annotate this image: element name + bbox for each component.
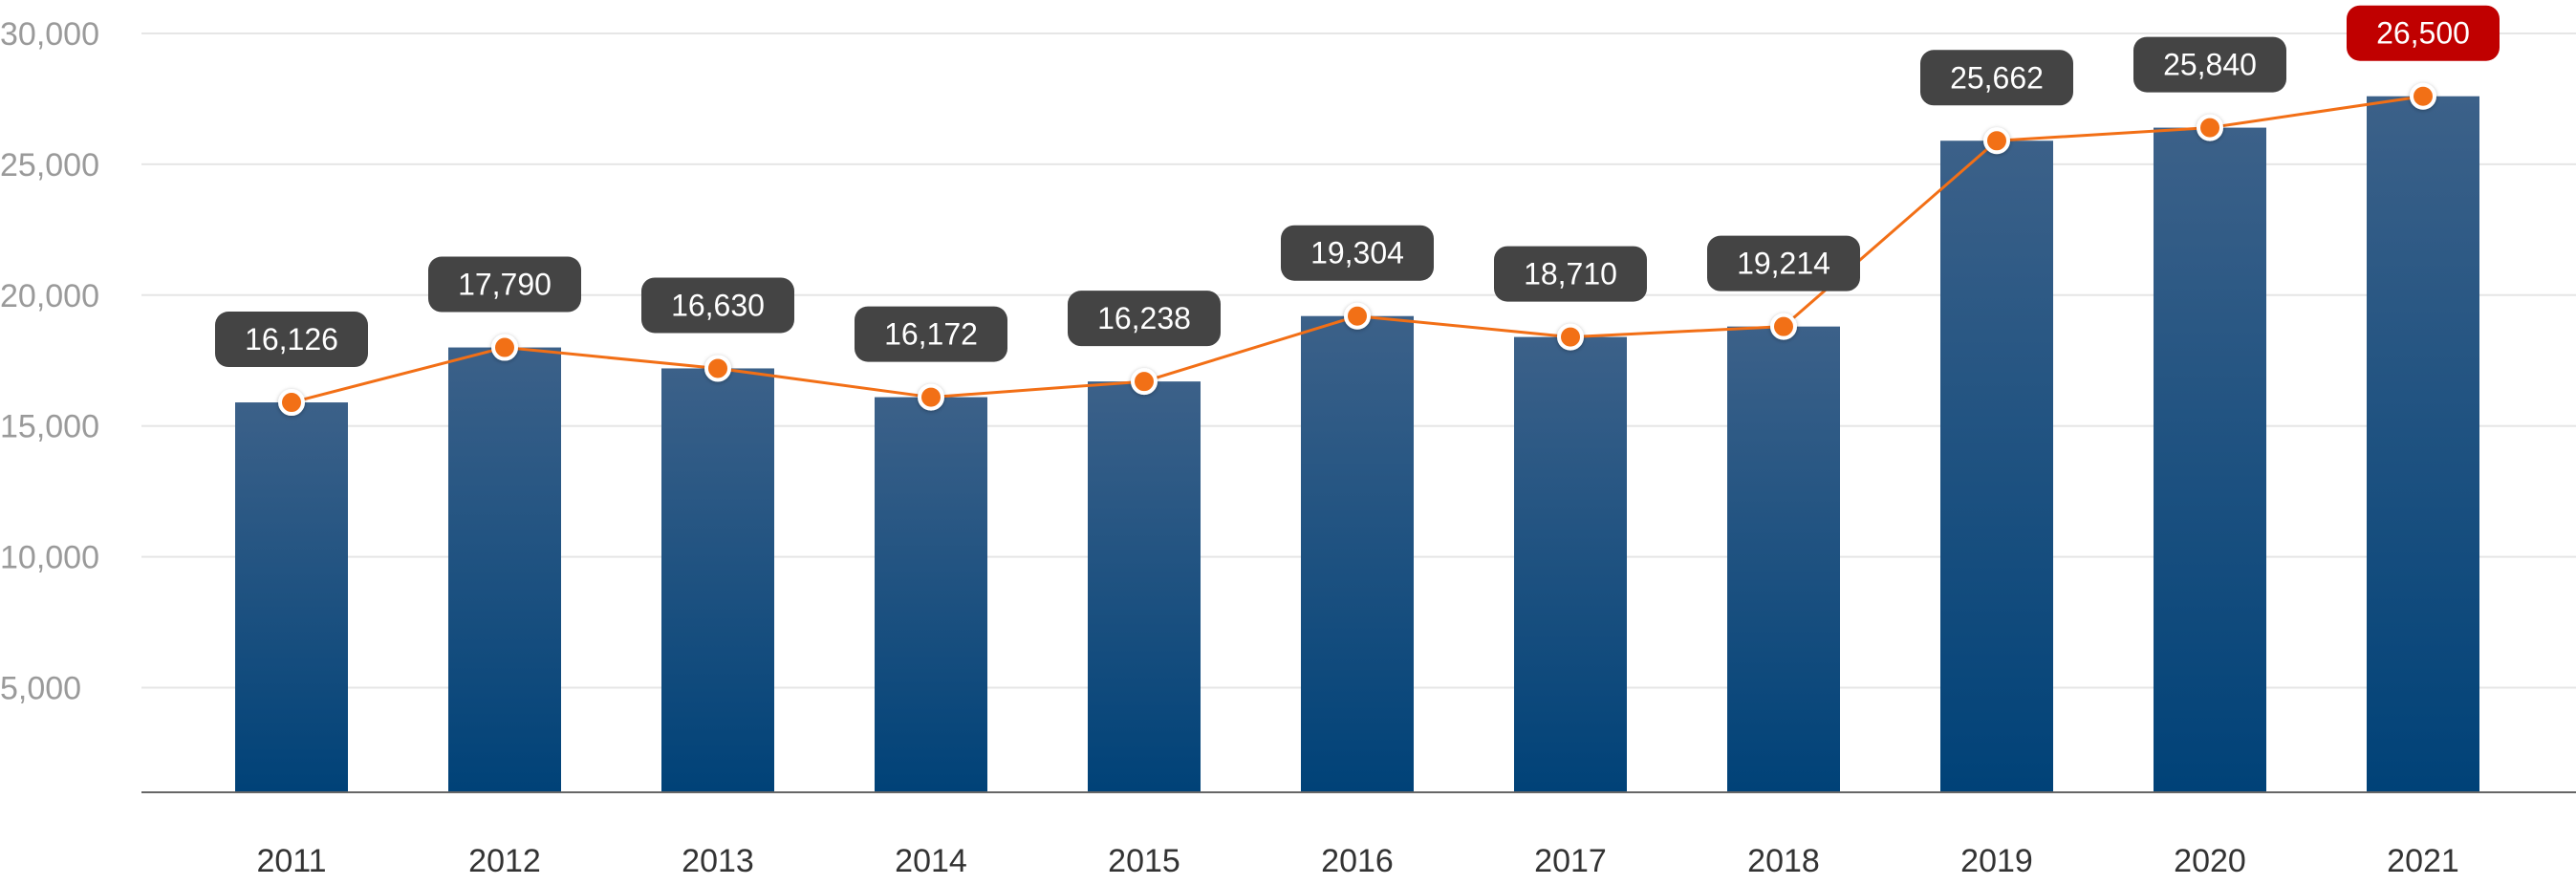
bar <box>661 368 774 792</box>
line-marker <box>2197 114 2223 141</box>
bar <box>1727 326 1840 792</box>
y-tick-label: 5,000 <box>0 670 81 706</box>
data-label-box <box>428 256 581 313</box>
data-label-badge: 26,500 <box>2347 5 2500 61</box>
bars <box>235 96 2479 793</box>
data-label-text: 16,630 <box>671 288 765 322</box>
line-marker <box>2410 82 2436 110</box>
data-label-badge: 19,304 <box>1281 225 1434 281</box>
x-tick-label: 2012 <box>468 843 541 879</box>
data-label-text: 16,126 <box>245 322 338 356</box>
y-tick-label: 20,000 <box>0 278 99 314</box>
data-label-badge: 16,172 <box>855 306 1007 362</box>
data-label-badge: 16,126 <box>215 312 368 368</box>
line-marker <box>704 355 731 382</box>
data-label-box <box>1494 246 1647 302</box>
data-label-badge: 16,238 <box>1068 291 1221 347</box>
x-tick-label: 2015 <box>1108 843 1180 879</box>
bar <box>2367 96 2479 793</box>
y-axis-ticks: 5,000 10,000 15,000 20,000 25,000 30,000 <box>0 16 99 706</box>
bar <box>1301 315 1414 792</box>
line-marker <box>278 389 305 417</box>
x-tick-label: 2011 <box>256 843 326 879</box>
y-tick-label: 30,000 <box>0 16 99 53</box>
data-label-box <box>641 277 794 334</box>
data-label-box <box>855 306 1007 362</box>
bar <box>1088 381 1201 792</box>
x-tick-label: 2013 <box>682 843 754 879</box>
data-label-box <box>1281 225 1434 281</box>
line-marker <box>491 334 518 361</box>
x-tick-label: 2020 <box>2174 843 2246 879</box>
x-tick-label: 2014 <box>895 843 967 879</box>
data-label-text: 19,304 <box>1310 236 1404 270</box>
line-marker <box>1131 368 1158 396</box>
line-marker <box>918 383 944 411</box>
data-label-box <box>2347 5 2500 61</box>
data-label-badge: 16,630 <box>641 277 794 334</box>
y-tick-label: 15,000 <box>0 409 99 445</box>
x-tick-label: 2021 <box>2387 843 2459 879</box>
data-label-text: 19,214 <box>1737 247 1830 281</box>
bar <box>448 347 561 792</box>
x-tick-label: 2019 <box>1960 843 2033 879</box>
data-label-box <box>1707 235 1860 291</box>
bar <box>1514 336 1627 792</box>
data-label-box <box>1920 50 2073 106</box>
data-label-badge: 25,840 <box>2133 36 2286 93</box>
line-series <box>278 82 2436 417</box>
data-label-badge: 25,662 <box>1920 50 2073 106</box>
bar <box>2154 127 2266 792</box>
data-label-text: 18,710 <box>1524 257 1617 291</box>
bar <box>875 397 987 792</box>
y-tick-label: 25,000 <box>0 147 99 183</box>
data-label-text: 26,500 <box>2376 16 2470 51</box>
x-tick-label: 2016 <box>1321 843 1394 879</box>
y-tick-label: 10,000 <box>0 540 99 576</box>
x-tick-label: 2018 <box>1747 843 1820 879</box>
data-labels: 16,126 17,790 16,630 16,172 16,238 19,304 18,7… <box>215 5 2500 368</box>
data-label-badge: 18,710 <box>1494 246 1647 302</box>
line-marker <box>1344 302 1371 330</box>
bar <box>235 402 348 792</box>
line-marker <box>1557 323 1584 351</box>
line-marker <box>1770 313 1797 340</box>
data-label-box <box>2133 36 2286 93</box>
x-axis-ticks: 2011 2012 2013 2014 2015 2016 2017 2018 2019 2020… <box>256 843 2458 879</box>
line-marker <box>1983 127 2010 155</box>
data-label-text: 16,172 <box>884 317 978 352</box>
data-label-box <box>215 312 368 368</box>
bar <box>1940 140 2053 792</box>
data-label-text: 25,662 <box>1950 60 2044 95</box>
x-tick-label: 2017 <box>1534 843 1607 879</box>
data-label-text: 17,790 <box>458 268 552 302</box>
data-label-box <box>1068 291 1221 347</box>
data-label-badge: 17,790 <box>428 256 581 313</box>
data-label-text: 25,840 <box>2163 48 2257 82</box>
data-label-badge: 19,214 <box>1707 235 1860 291</box>
data-label-text: 16,238 <box>1097 301 1191 335</box>
